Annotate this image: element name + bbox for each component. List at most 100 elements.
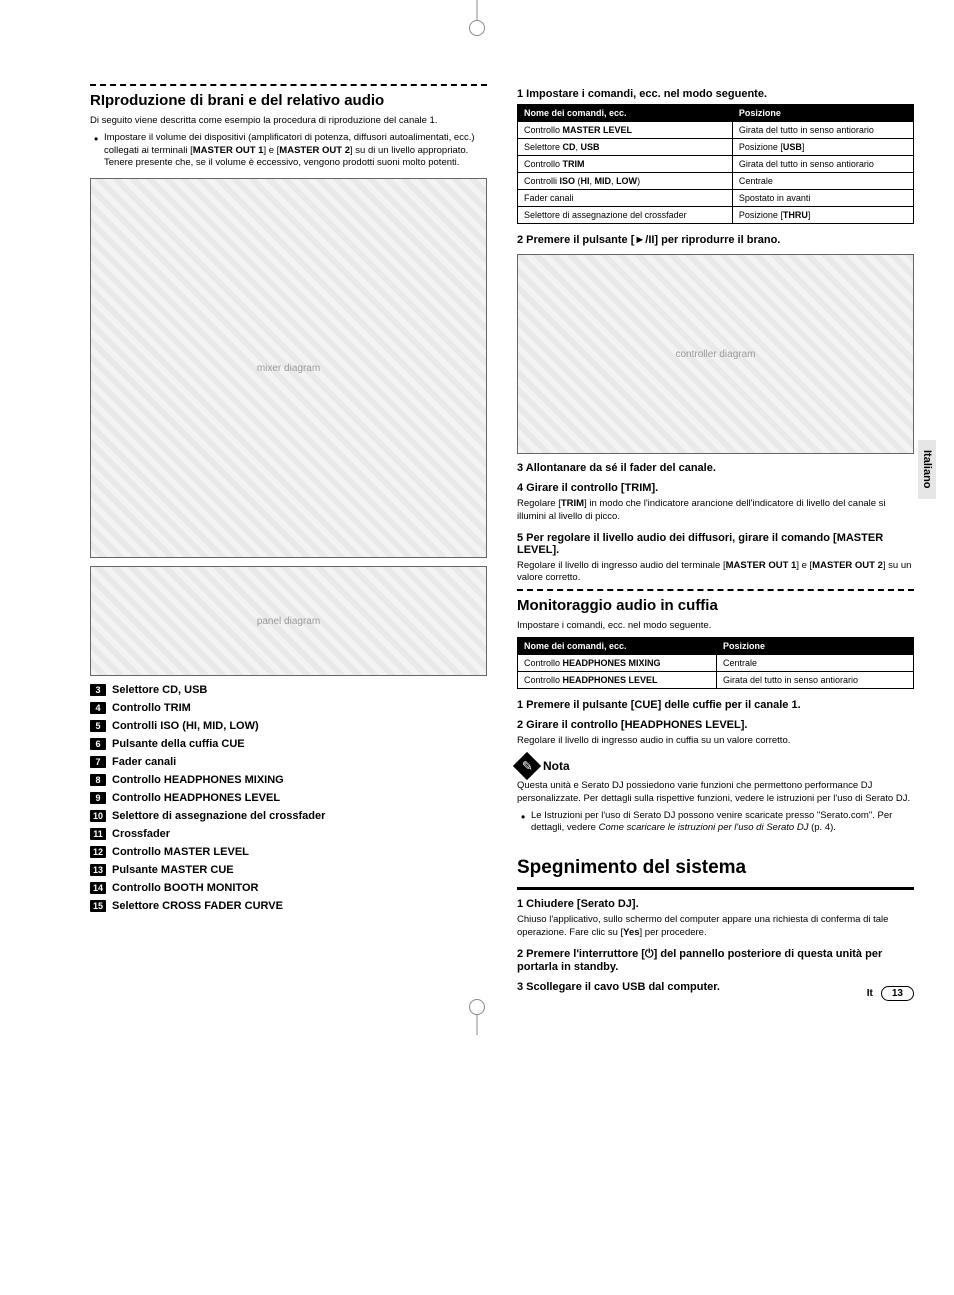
table-cell: Posizione [THRU] bbox=[732, 207, 913, 224]
legend-text: Pulsante della cuffia CUE bbox=[112, 738, 245, 750]
legend-badge: 3 bbox=[90, 684, 106, 696]
page-footer: It 13 bbox=[867, 986, 914, 1001]
table-row: Selettore CD, USBPosizione [USB] bbox=[518, 139, 914, 156]
table-header-cell: Nome dei comandi, ecc. bbox=[518, 105, 733, 122]
legend-text: Selettore CROSS FADER CURVE bbox=[112, 900, 283, 912]
legend-text: Controllo HEADPHONES MIXING bbox=[112, 774, 284, 786]
legend-badge: 5 bbox=[90, 720, 106, 732]
table-cell: Girata del tutto in senso antiorario bbox=[732, 156, 913, 173]
legend-item: 10 Selettore di assegnazione del crossfad… bbox=[90, 810, 487, 822]
step-4-head: 4 Girare il controllo [TRIM]. bbox=[517, 482, 914, 494]
table-cell: Controllo HEADPHONES MIXING bbox=[518, 655, 717, 672]
sd-step-1: 1 Chiudere [Serato DJ]. bbox=[517, 898, 914, 910]
step-5-head: 5 Per regolare il livello audio dei diff… bbox=[517, 532, 914, 556]
mixer-diagram-figure: mixer diagram bbox=[90, 178, 487, 558]
table-cell: Fader canali bbox=[518, 190, 733, 207]
section-title-monitoring: Monitoraggio audio in cuffia bbox=[517, 597, 914, 614]
table-header-cell: Posizione bbox=[732, 105, 913, 122]
table-cell: Spostato in avanti bbox=[732, 190, 913, 207]
legend-badge: 11 bbox=[90, 828, 106, 840]
controls-table-2: Nome dei comandi, ecc.PosizioneControllo… bbox=[517, 637, 914, 689]
legend-text: Selettore di assegnazione del crossfader bbox=[112, 810, 325, 822]
table-row: Controllo MASTER LEVELGirata del tutto i… bbox=[518, 122, 914, 139]
mon-step-2-body: Regolare il livello di ingresso audio in… bbox=[517, 735, 914, 748]
table-cell: Girata del tutto in senso antiorario bbox=[732, 122, 913, 139]
legend-item: 15 Selettore CROSS FADER CURVE bbox=[90, 900, 487, 912]
legend-item: 9 Controllo HEADPHONES LEVEL bbox=[90, 792, 487, 804]
table-cell: Selettore CD, USB bbox=[518, 139, 733, 156]
language-tab: Italiano bbox=[918, 440, 936, 499]
mon-step-2: 2 Girare il controllo [HEADPHONES LEVEL]… bbox=[517, 719, 914, 731]
note-bullet-list: Le Istruzioni per l'uso di Serato DJ pos… bbox=[517, 810, 914, 836]
legend-text: Fader canali bbox=[112, 756, 176, 768]
table-header-cell: Posizione bbox=[716, 638, 913, 655]
legend-badge: 12 bbox=[90, 846, 106, 858]
volume-warning-item: Impostare il volume dei dispositivi (amp… bbox=[90, 132, 487, 170]
legend-text: Controlli ISO (HI, MID, LOW) bbox=[112, 720, 259, 732]
legend-badge: 10 bbox=[90, 810, 106, 822]
legend-text: Crossfader bbox=[112, 828, 170, 840]
left-column: RIproduzione di brani e del relativo aud… bbox=[90, 80, 487, 995]
legend-item: 4Controllo TRIM bbox=[90, 702, 487, 714]
legend-text: Pulsante MASTER CUE bbox=[112, 864, 234, 876]
note-icon: ✎ bbox=[513, 752, 541, 780]
volume-warning-list: Impostare il volume dei dispositivi (amp… bbox=[90, 132, 487, 170]
step-2-head: 2 Premere il pulsante [►/II] per riprodu… bbox=[517, 234, 914, 246]
table-row: Controlli ISO (HI, MID, LOW)Centrale bbox=[518, 173, 914, 190]
intro-text: Di seguito viene descritta come esempio … bbox=[90, 115, 487, 128]
sd-step-2: 2 Premere l'interruttore [⏻] del pannell… bbox=[517, 948, 914, 973]
rule-dashed-2 bbox=[517, 589, 914, 591]
step-3-head: 3 Allontanare da sé il fader del canale. bbox=[517, 462, 914, 474]
mon-step-1: 1 Premere il pulsante [CUE] delle cuffie… bbox=[517, 699, 914, 711]
page-number: 13 bbox=[881, 986, 914, 1001]
legend-badge: 9 bbox=[90, 792, 106, 804]
section-title-playback: RIproduzione di brani e del relativo aud… bbox=[90, 92, 487, 109]
sd-step-3: 3 Scollegare il cavo USB dal computer. bbox=[517, 981, 914, 993]
step-1-head: 1 Impostare i comandi, ecc. nel modo seg… bbox=[517, 88, 914, 100]
note-header: ✎ Nota bbox=[517, 756, 914, 776]
table-cell: Centrale bbox=[732, 173, 913, 190]
table-cell: Selettore di assegnazione del crossfader bbox=[518, 207, 733, 224]
controller-figure: controller diagram bbox=[517, 254, 914, 454]
table-cell: Controlli ISO (HI, MID, LOW) bbox=[518, 173, 733, 190]
step-5-body: Regolare il livello di ingresso audio de… bbox=[517, 560, 914, 586]
right-column: 1 Impostare i comandi, ecc. nel modo seg… bbox=[517, 80, 914, 995]
note-bullet-item: Le Istruzioni per l'uso di Serato DJ pos… bbox=[517, 810, 914, 836]
table-row: Controllo TRIMGirata del tutto in senso … bbox=[518, 156, 914, 173]
legend-badge: 8 bbox=[90, 774, 106, 786]
legend-badge: 15 bbox=[90, 900, 106, 912]
legend-item: 7 Fader canali bbox=[90, 756, 487, 768]
legend-text: Controllo HEADPHONES LEVEL bbox=[112, 792, 280, 804]
rule-dashed bbox=[90, 84, 487, 86]
legend-text: Controllo BOOTH MONITOR bbox=[112, 882, 258, 894]
legend-text: Controllo MASTER LEVEL bbox=[112, 846, 249, 858]
table-cell: Centrale bbox=[716, 655, 913, 672]
rule-thick bbox=[517, 887, 914, 890]
legend-badge: 7 bbox=[90, 756, 106, 768]
table-header-cell: Nome dei comandi, ecc. bbox=[518, 638, 717, 655]
fader-diagram-figure: panel diagram bbox=[90, 566, 487, 676]
legend-list: 3 Selettore CD, USB 4Controllo TRIM 5 Contro… bbox=[90, 684, 487, 912]
sd-step-1-body: Chiuso l'applicativo, sullo schermo del … bbox=[517, 914, 914, 940]
legend-item: 11 Crossfader bbox=[90, 828, 487, 840]
table-cell: Controllo MASTER LEVEL bbox=[518, 122, 733, 139]
table-row: Controllo HEADPHONES LEVELGirata del tut… bbox=[518, 672, 914, 689]
legend-item: 14Controllo BOOTH MONITOR bbox=[90, 882, 487, 894]
legend-item: 13 Pulsante MASTER CUE bbox=[90, 864, 487, 876]
step-4-body: Regolare [TRIM] in modo che l'indicatore… bbox=[517, 498, 914, 524]
note-label: Nota bbox=[543, 759, 570, 773]
legend-item: 6 Pulsante della cuffia CUE bbox=[90, 738, 487, 750]
legend-text: Selettore CD, USB bbox=[112, 684, 207, 696]
monitoring-intro: Impostare i comandi, ecc. nel modo segue… bbox=[517, 620, 914, 633]
section-title-shutdown: Spegnimento del sistema bbox=[517, 857, 914, 879]
legend-item: 12 Controllo MASTER LEVEL bbox=[90, 846, 487, 858]
note-body: Questa unità e Serato DJ possiedono vari… bbox=[517, 780, 914, 806]
legend-badge: 13 bbox=[90, 864, 106, 876]
legend-badge: 4 bbox=[90, 702, 106, 714]
table-row: Controllo HEADPHONES MIXINGCentrale bbox=[518, 655, 914, 672]
legend-item: 3 Selettore CD, USB bbox=[90, 684, 487, 696]
legend-badge: 6 bbox=[90, 738, 106, 750]
table-cell: Posizione [USB] bbox=[732, 139, 913, 156]
table-cell: Controllo TRIM bbox=[518, 156, 733, 173]
controls-table-1: Nome dei comandi, ecc.PosizioneControllo… bbox=[517, 104, 914, 224]
